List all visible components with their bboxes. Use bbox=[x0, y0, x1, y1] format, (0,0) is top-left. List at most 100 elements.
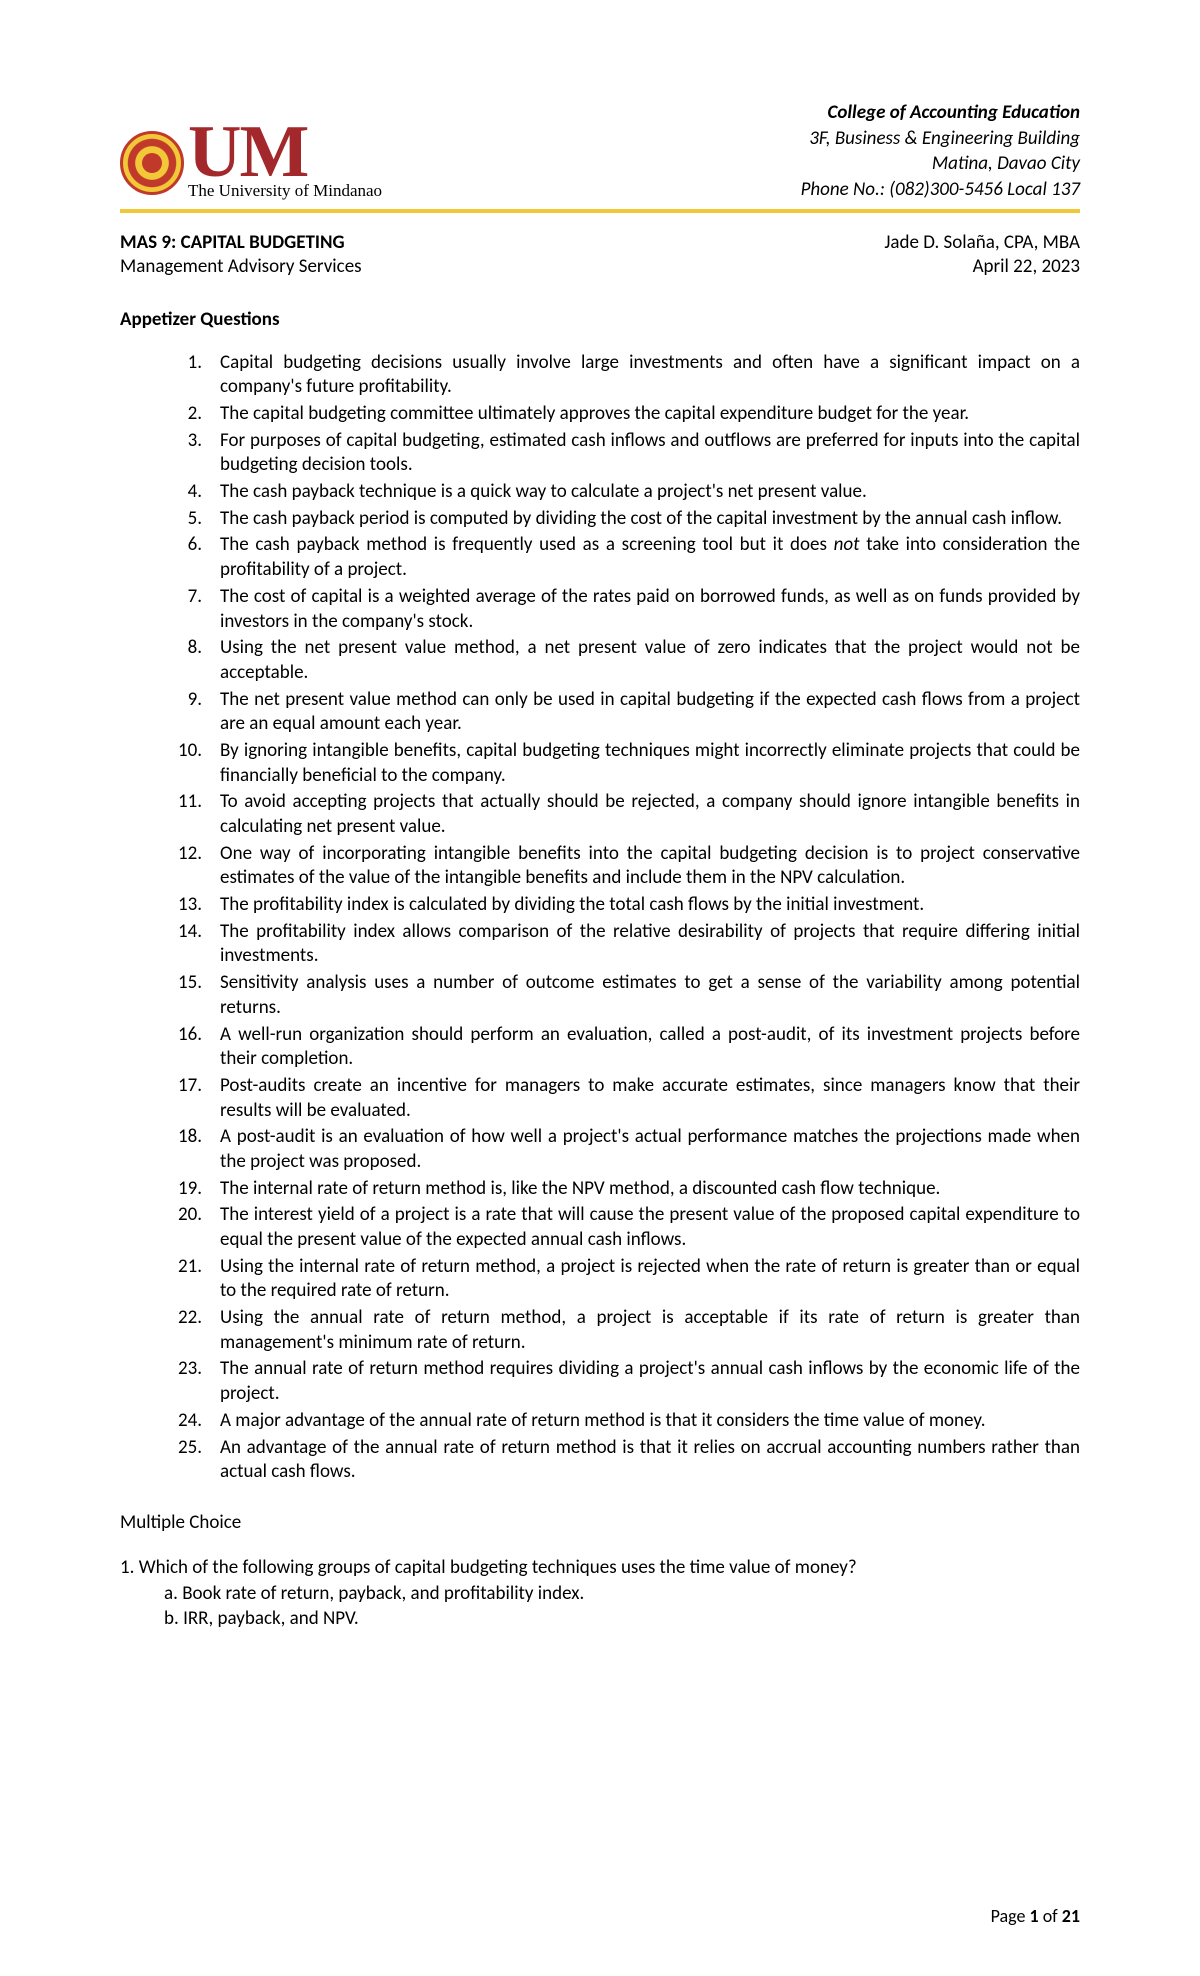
course-date: April 22, 2023 bbox=[973, 255, 1080, 280]
mc-question-1: 1. Which of the following groups of capi… bbox=[120, 1556, 1080, 1581]
address-line-2: Matina, Davao City bbox=[801, 151, 1080, 177]
university-tagline: The University of Mindanao bbox=[188, 180, 382, 202]
question-number: 17. bbox=[176, 1074, 220, 1123]
question-number: 14. bbox=[176, 920, 220, 969]
question-number: 3. bbox=[176, 429, 220, 478]
question-number: 5. bbox=[176, 507, 220, 532]
question-text: A major advantage of the annual rate of … bbox=[220, 1409, 1080, 1434]
question-text: A post-audit is an evaluation of how wel… bbox=[220, 1125, 1080, 1174]
question-item: 23.The annual rate of return method requ… bbox=[176, 1357, 1080, 1406]
question-text: The cash payback period is computed by d… bbox=[220, 507, 1080, 532]
question-item: 18.A post-audit is an evaluation of how … bbox=[176, 1125, 1080, 1174]
question-number: 20. bbox=[176, 1203, 220, 1252]
page-footer: Page 1 of 21 bbox=[991, 1905, 1080, 1928]
course-row-2: Management Advisory Services April 22, 2… bbox=[120, 255, 1080, 280]
question-item: 17.Post-audits create an incentive for m… bbox=[176, 1074, 1080, 1123]
multiple-choice-title: Multiple Choice bbox=[120, 1511, 1080, 1536]
question-text: The cash payback technique is a quick wa… bbox=[220, 480, 1080, 505]
question-number: 1. bbox=[176, 351, 220, 400]
question-item: 12.One way of incorporating intangible b… bbox=[176, 842, 1080, 891]
page-total: 21 bbox=[1062, 1905, 1080, 1927]
question-number: 6. bbox=[176, 533, 220, 582]
question-text: Capital budgeting decisions usually invo… bbox=[220, 351, 1080, 400]
question-text: The annual rate of return method require… bbox=[220, 1357, 1080, 1406]
question-number: 10. bbox=[176, 739, 220, 788]
university-seal-icon bbox=[120, 131, 184, 195]
question-item: 1.Capital budgeting decisions usually in… bbox=[176, 351, 1080, 400]
question-number: 16. bbox=[176, 1023, 220, 1072]
question-number: 7. bbox=[176, 585, 220, 634]
question-item: 10.By ignoring intangible benefits, capi… bbox=[176, 739, 1080, 788]
question-text: By ignoring intangible benefits, capital… bbox=[220, 739, 1080, 788]
question-item: 8.Using the net present value method, a … bbox=[176, 636, 1080, 685]
question-text: Using the annual rate of return method, … bbox=[220, 1306, 1080, 1355]
question-number: 15. bbox=[176, 971, 220, 1020]
question-item: 16.A well-run organization should perfor… bbox=[176, 1023, 1080, 1072]
question-number: 21. bbox=[176, 1255, 220, 1304]
question-text: A well-run organization should perform a… bbox=[220, 1023, 1080, 1072]
question-item: 15.Sensitivity analysis uses a number of… bbox=[176, 971, 1080, 1020]
question-number: 13. bbox=[176, 893, 220, 918]
question-item: 3.For purposes of capital budgeting, est… bbox=[176, 429, 1080, 478]
question-text: For purposes of capital budgeting, estim… bbox=[220, 429, 1080, 478]
question-item: 20.The interest yield of a project is a … bbox=[176, 1203, 1080, 1252]
question-number: 12. bbox=[176, 842, 220, 891]
college-info: College of Accounting Education 3F, Busi… bbox=[801, 100, 1080, 203]
course-code-title: MAS 9: CAPITAL BUDGETING bbox=[120, 231, 345, 256]
question-number: 2. bbox=[176, 402, 220, 427]
question-text: Sensitivity analysis uses a number of ou… bbox=[220, 971, 1080, 1020]
question-text: The interest yield of a project is a rat… bbox=[220, 1203, 1080, 1252]
question-item: 7.The cost of capital is a weighted aver… bbox=[176, 585, 1080, 634]
question-item: 13.The profitability index is calculated… bbox=[176, 893, 1080, 918]
question-item: 21.Using the internal rate of return met… bbox=[176, 1255, 1080, 1304]
question-item: 6.The cash payback method is frequently … bbox=[176, 533, 1080, 582]
question-number: 18. bbox=[176, 1125, 220, 1174]
question-text: The capital budgeting committee ultimate… bbox=[220, 402, 1080, 427]
question-item: 5.The cash payback period is computed by… bbox=[176, 507, 1080, 532]
question-number: 24. bbox=[176, 1409, 220, 1434]
question-text: The internal rate of return method is, l… bbox=[220, 1177, 1080, 1202]
question-text: Post-audits create an incentive for mana… bbox=[220, 1074, 1080, 1123]
question-text: The net present value method can only be… bbox=[220, 688, 1080, 737]
logo-text-block: UM The University of Mindanao bbox=[188, 123, 382, 202]
question-item: 9.The net present value method can only … bbox=[176, 688, 1080, 737]
author-name: Jade D. Solaña, CPA, MBA bbox=[884, 231, 1080, 256]
phone-line: Phone No.: (082)300-5456 Local 137 bbox=[801, 177, 1080, 203]
mc-option-b: b. IRR, payback, and NPV. bbox=[164, 1607, 1080, 1632]
logo-block: UM The University of Mindanao bbox=[120, 123, 382, 202]
question-text: The profitability index is calculated by… bbox=[220, 893, 1080, 918]
question-item: 25.An advantage of the annual rate of re… bbox=[176, 1436, 1080, 1485]
page-current: 1 bbox=[1030, 1905, 1039, 1927]
question-text: One way of incorporating intangible bene… bbox=[220, 842, 1080, 891]
question-number: 9. bbox=[176, 688, 220, 737]
question-text: Using the net present value method, a ne… bbox=[220, 636, 1080, 685]
question-number: 23. bbox=[176, 1357, 220, 1406]
question-text: An advantage of the annual rate of retur… bbox=[220, 1436, 1080, 1485]
course-subtitle: Management Advisory Services bbox=[120, 255, 362, 280]
question-item: 24.A major advantage of the annual rate … bbox=[176, 1409, 1080, 1434]
page-of: of bbox=[1039, 1905, 1062, 1927]
question-text: The cash payback method is frequently us… bbox=[220, 533, 1080, 582]
college-title: College of Accounting Education bbox=[801, 100, 1080, 126]
question-item: 2.The capital budgeting committee ultima… bbox=[176, 402, 1080, 427]
question-item: 4.The cash payback technique is a quick … bbox=[176, 480, 1080, 505]
question-list: 1.Capital budgeting decisions usually in… bbox=[176, 351, 1080, 1485]
question-number: 4. bbox=[176, 480, 220, 505]
question-number: 19. bbox=[176, 1177, 220, 1202]
question-text: The profitability index allows compariso… bbox=[220, 920, 1080, 969]
question-number: 11. bbox=[176, 790, 220, 839]
question-item: 11.To avoid accepting projects that actu… bbox=[176, 790, 1080, 839]
document-header: UM The University of Mindanao College of… bbox=[120, 100, 1080, 213]
question-number: 25. bbox=[176, 1436, 220, 1485]
question-item: 22.Using the annual rate of return metho… bbox=[176, 1306, 1080, 1355]
question-item: 14.The profitability index allows compar… bbox=[176, 920, 1080, 969]
question-number: 8. bbox=[176, 636, 220, 685]
course-row-1: MAS 9: CAPITAL BUDGETING Jade D. Solaña,… bbox=[120, 231, 1080, 256]
page-prefix: Page bbox=[991, 1905, 1030, 1927]
question-text: To avoid accepting projects that actuall… bbox=[220, 790, 1080, 839]
logo-letters: UM bbox=[188, 123, 382, 182]
question-text: Using the internal rate of return method… bbox=[220, 1255, 1080, 1304]
question-number: 22. bbox=[176, 1306, 220, 1355]
appetizer-title: Appetizer Questions bbox=[120, 308, 1080, 333]
question-text: The cost of capital is a weighted averag… bbox=[220, 585, 1080, 634]
